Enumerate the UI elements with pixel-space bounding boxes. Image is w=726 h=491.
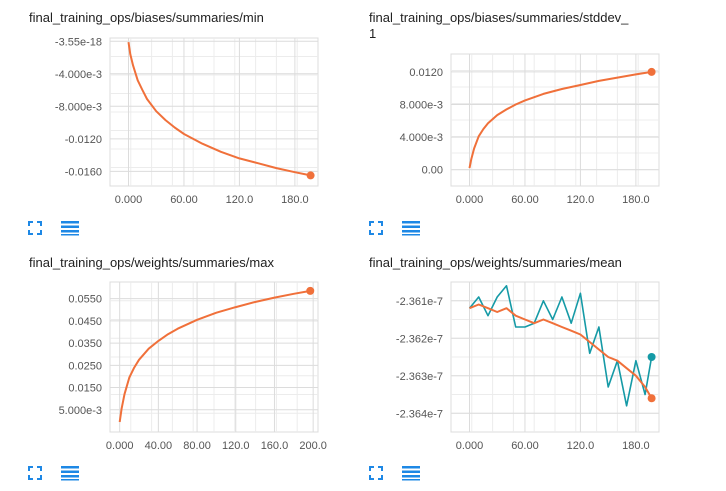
y-tick-label: -2.363e-7 xyxy=(396,371,443,383)
fullscreen-icon[interactable] xyxy=(369,221,383,240)
smoothed-series-line xyxy=(468,70,652,169)
chart-biases-min: -3.55e-18 -4.000e-3 -8.000e-3 -0.0120 -0.016… xyxy=(55,36,319,206)
last-point-marker xyxy=(647,394,656,403)
list-icon[interactable] xyxy=(61,465,79,486)
y-tick-label: -8.000e-3 xyxy=(55,101,102,113)
y-tick-label: 4.000e-3 xyxy=(400,132,443,144)
y-tick-label: -2.364e-7 xyxy=(396,408,443,420)
x-tick-label: 0.000 xyxy=(456,194,484,206)
chart-weights-mean: -2.361e-7 -2.362e-7 -2.363e-7 -2.364e-7 0.00… xyxy=(396,281,660,452)
chart-title: final_training_ops/biases/summaries/min xyxy=(29,10,264,25)
x-tick-label: 120.0 xyxy=(567,440,595,452)
y-tick-label: 0.0350 xyxy=(68,338,102,350)
y-tick-label: 0.0120 xyxy=(409,67,443,79)
chart-title: final_training_ops/biases/summaries/stdd… xyxy=(369,10,629,25)
x-tick-label: 0.000 xyxy=(456,440,484,452)
smoothed-series-line xyxy=(469,303,653,399)
list-icon[interactable] xyxy=(402,465,420,486)
fullscreen-icon[interactable] xyxy=(28,466,42,485)
y-tick-label: 5.000e-3 xyxy=(59,405,102,417)
y-tick-label: 0.0550 xyxy=(68,294,102,306)
fullscreen-icon[interactable] xyxy=(369,466,383,485)
y-tick-label: -2.362e-7 xyxy=(396,333,443,345)
smoothed-series-line xyxy=(127,41,311,177)
last-point-marker xyxy=(647,67,656,76)
y-tick-label: -0.0160 xyxy=(65,166,102,178)
x-tick-label: 60.00 xyxy=(170,194,198,206)
last-point-marker xyxy=(306,171,315,180)
x-tick-label: 160.0 xyxy=(261,440,289,452)
x-tick-label: 40.00 xyxy=(145,440,173,452)
y-tick-label: 0.0250 xyxy=(68,360,102,372)
raw-last-point xyxy=(647,353,656,361)
x-tick-label: 180.0 xyxy=(622,440,650,452)
smoothed-series-line xyxy=(118,289,311,423)
y-tick-label: -4.000e-3 xyxy=(55,69,102,81)
x-tick-label: 120.0 xyxy=(226,194,254,206)
y-tick-label: -3.55e-18 xyxy=(55,36,102,48)
x-tick-label: 60.00 xyxy=(511,194,539,206)
x-tick-label: 120.0 xyxy=(567,194,595,206)
list-icon[interactable] xyxy=(402,220,420,241)
chart-title: final_training_ops/weights/summaries/max xyxy=(29,255,274,270)
last-point-marker xyxy=(306,286,315,295)
chart-weights-max: 5.000e-3 0.0150 0.0250 0.0350 0.0450 0.0550 0.… xyxy=(59,281,327,452)
x-tick-label: 80.00 xyxy=(183,440,211,452)
chart-title-continued: 1 xyxy=(369,26,377,41)
y-tick-label: 0.0150 xyxy=(68,383,102,395)
y-tick-label: -0.0120 xyxy=(65,134,102,146)
chart-biases-stddev: 0.00 4.000e-3 8.000e-3 0.0120 0.000 60.00 120.… xyxy=(400,53,660,206)
list-icon[interactable] xyxy=(61,220,79,241)
x-tick-label: 0.000 xyxy=(106,440,134,452)
x-tick-label: 200.0 xyxy=(299,440,327,452)
x-tick-label: 180.0 xyxy=(622,194,650,206)
x-tick-label: 120.0 xyxy=(222,440,250,452)
fullscreen-icon[interactable] xyxy=(28,221,42,240)
x-tick-label: 60.00 xyxy=(511,440,539,452)
y-tick-label: -2.361e-7 xyxy=(396,296,443,308)
y-tick-label: 0.0450 xyxy=(68,316,102,328)
x-tick-label: 180.0 xyxy=(281,194,309,206)
chart-title: final_training_ops/weights/summaries/mea… xyxy=(369,255,622,270)
x-tick-label: 0.000 xyxy=(115,194,143,206)
y-tick-label: 0.00 xyxy=(422,165,443,177)
y-tick-label: 8.000e-3 xyxy=(400,100,443,112)
raw-series-line xyxy=(468,284,653,407)
